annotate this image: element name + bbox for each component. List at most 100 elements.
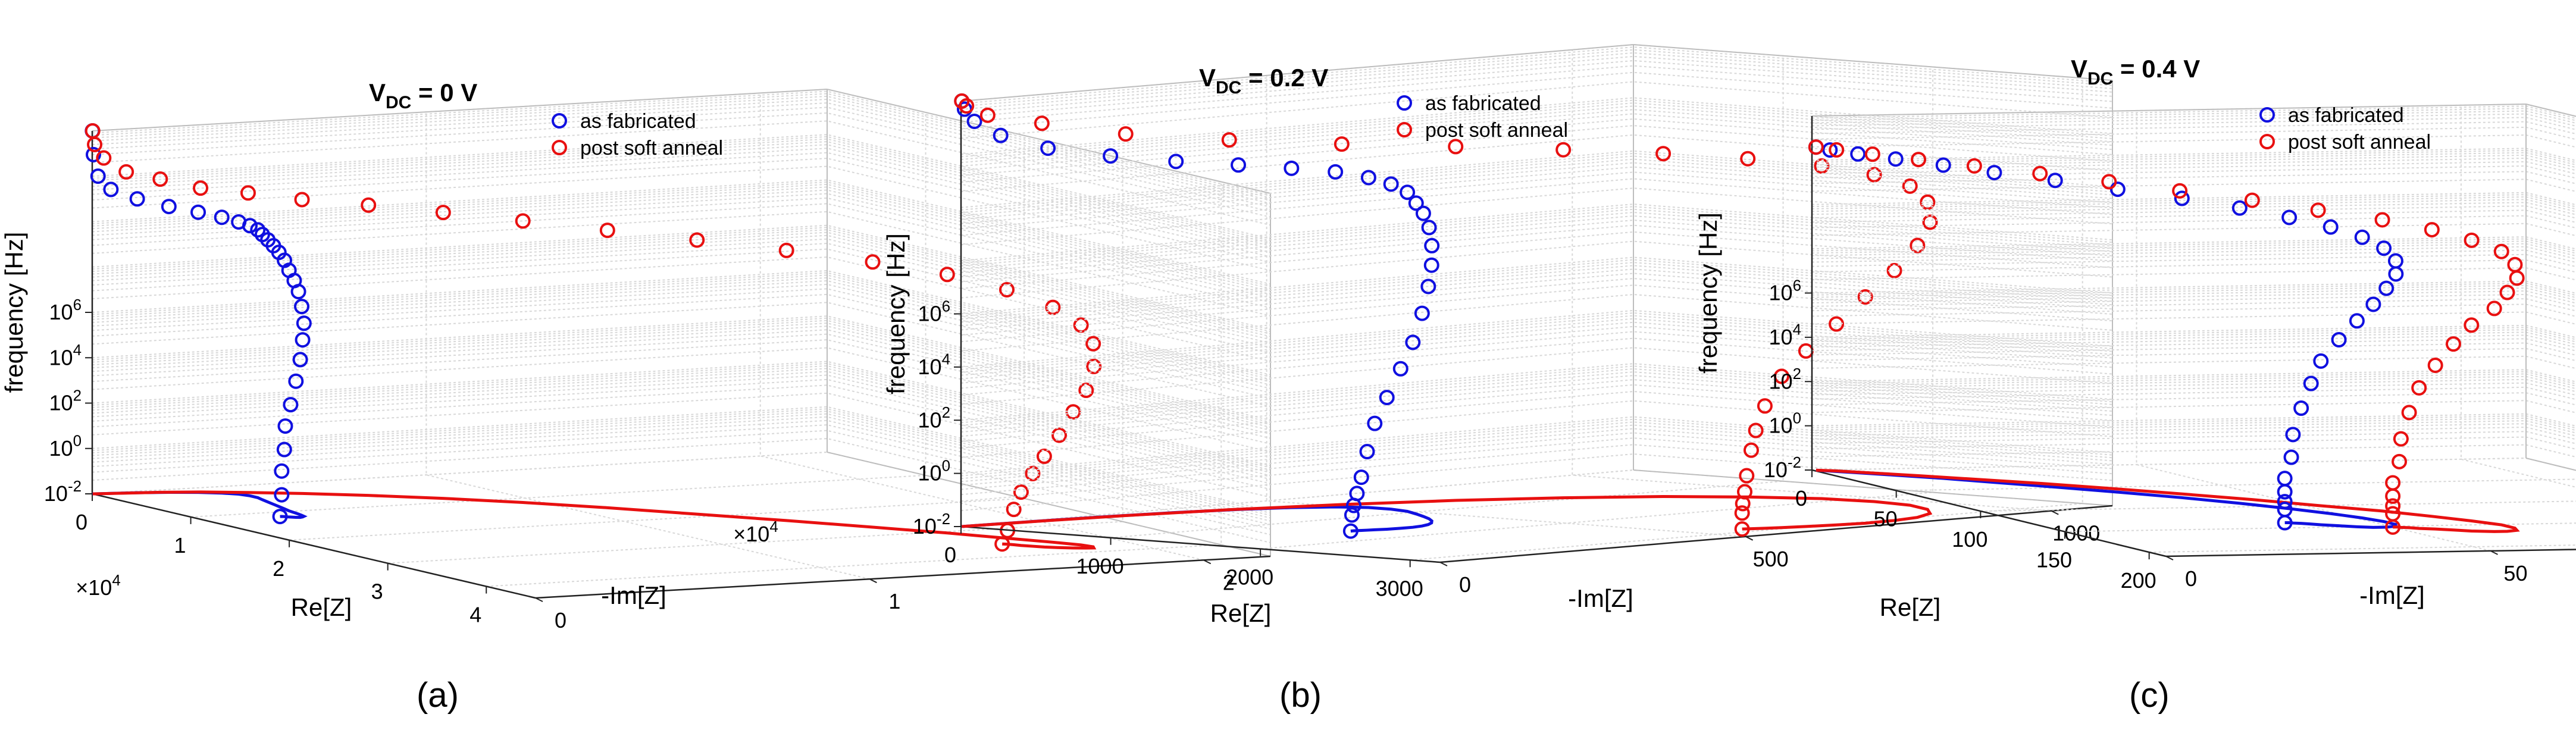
grid-line: [960, 400, 2113, 458]
data-point: [959, 98, 975, 114]
grid-line: [960, 240, 2113, 299]
z-tick-label: 10-2: [1764, 455, 1801, 482]
grid-line: [92, 411, 1271, 516]
grid-line: [92, 413, 1271, 519]
data-point: [2378, 280, 2395, 296]
data-point: [1342, 523, 1359, 539]
data-point: [96, 150, 112, 166]
grid-line: [960, 262, 2113, 320]
grid-line: [2064, 522, 2576, 533]
data-point: [283, 397, 299, 413]
x-tick-label: 200: [2121, 568, 2156, 593]
data-point: [294, 192, 310, 208]
grid-line: [92, 274, 1271, 380]
grid-line: [960, 416, 2113, 474]
data-point: [1420, 278, 1436, 295]
grid-line: [960, 273, 2113, 331]
grid-line: [1811, 444, 2576, 458]
y-tick: [2490, 550, 2498, 555]
data-point: [1221, 132, 1237, 148]
legend-label: as fabricated: [1425, 92, 1541, 115]
x-tick-label: 3: [371, 580, 383, 604]
floor-projection-line: [1816, 468, 2520, 533]
grid-line: [92, 165, 1271, 271]
data-point: [2392, 453, 2408, 469]
data-point: [193, 180, 209, 196]
chart-title: VDC = 0.4 V: [2071, 55, 2200, 89]
chart-panel-b: 0 1000 2000 3000 0500100010-2100102104106Re[…: [882, 43, 2113, 627]
grid-line: [92, 203, 1271, 309]
grid-line: [425, 112, 870, 580]
data-point: [1555, 142, 1572, 158]
data-point: [86, 146, 102, 162]
floor-projection-line: [962, 494, 1933, 531]
data-point: [1857, 289, 1873, 305]
grid-line: [960, 152, 2113, 211]
grid-line: [92, 183, 1271, 289]
data-point: [1911, 152, 1927, 168]
axis-line: [92, 493, 536, 599]
data-point: [1392, 361, 1408, 377]
data-point: [1920, 194, 1936, 210]
y-tick: [869, 578, 877, 584]
x-tick-label: 4: [469, 603, 481, 627]
data-point: [993, 127, 1009, 143]
legend-marker: [552, 140, 567, 155]
data-point: [1379, 390, 1395, 406]
data-point: [2424, 222, 2440, 238]
data-point: [2464, 232, 2480, 248]
data-point: [2365, 296, 2381, 312]
data-point: [2393, 431, 2409, 447]
data-point: [103, 181, 119, 198]
grid-line: [960, 444, 2113, 502]
data-point: [152, 171, 168, 187]
data-point: [2493, 243, 2509, 259]
data-point: [2293, 400, 2309, 416]
data-point: [1118, 126, 1134, 142]
x-tick-label: 100: [1952, 527, 1987, 552]
data-point: [276, 441, 292, 458]
grid-line: [960, 206, 2113, 264]
grid-line: [960, 52, 2113, 110]
data-point: [1864, 146, 1880, 162]
legend-label: post soft anneal: [1425, 119, 1568, 142]
data-point: [240, 185, 256, 201]
data-point: [1888, 151, 1904, 167]
panel-label-c: (c): [2129, 676, 2170, 715]
legend-marker: [1397, 95, 1412, 111]
data-point: [1986, 165, 2002, 181]
data-point: [214, 209, 230, 226]
data-point: [2509, 270, 2525, 286]
grid-line: [960, 113, 2113, 171]
data-point: [954, 93, 970, 109]
y-multiplier: ×104: [733, 519, 778, 546]
y-axis-label: -Im[Z]: [1568, 584, 1633, 612]
frame-edge: [960, 44, 1634, 102]
grid-line: [960, 321, 2113, 380]
data-point: [1734, 521, 1750, 537]
data-point: [2376, 240, 2392, 256]
y-axis-label: -Im[Z]: [601, 581, 666, 609]
grid-line: [1572, 49, 2052, 512]
data-point: [1051, 427, 1068, 443]
grid-line: [92, 293, 1271, 399]
grid-line: [960, 46, 2113, 105]
data-point: [118, 164, 134, 180]
data-point: [2385, 488, 2401, 504]
grid-line: [960, 424, 2113, 483]
x-multiplier: ×104: [76, 572, 121, 600]
x-tick-label: 50: [1874, 507, 1898, 531]
data-point: [1415, 205, 1431, 221]
grid-line: [1811, 427, 2576, 440]
z-axis-label: frequency [Hz]: [0, 232, 28, 393]
legend-label: post soft anneal: [580, 137, 723, 159]
grid-line: [960, 368, 2113, 426]
data-point: [1284, 160, 1300, 176]
data-point: [2374, 212, 2390, 228]
frame-edge: [2525, 458, 2576, 471]
data-point: [1829, 142, 1845, 158]
data-point: [294, 299, 310, 315]
data-point: [2283, 449, 2299, 465]
x-tick-label: 2: [273, 556, 284, 581]
grid-line: [960, 265, 2113, 323]
